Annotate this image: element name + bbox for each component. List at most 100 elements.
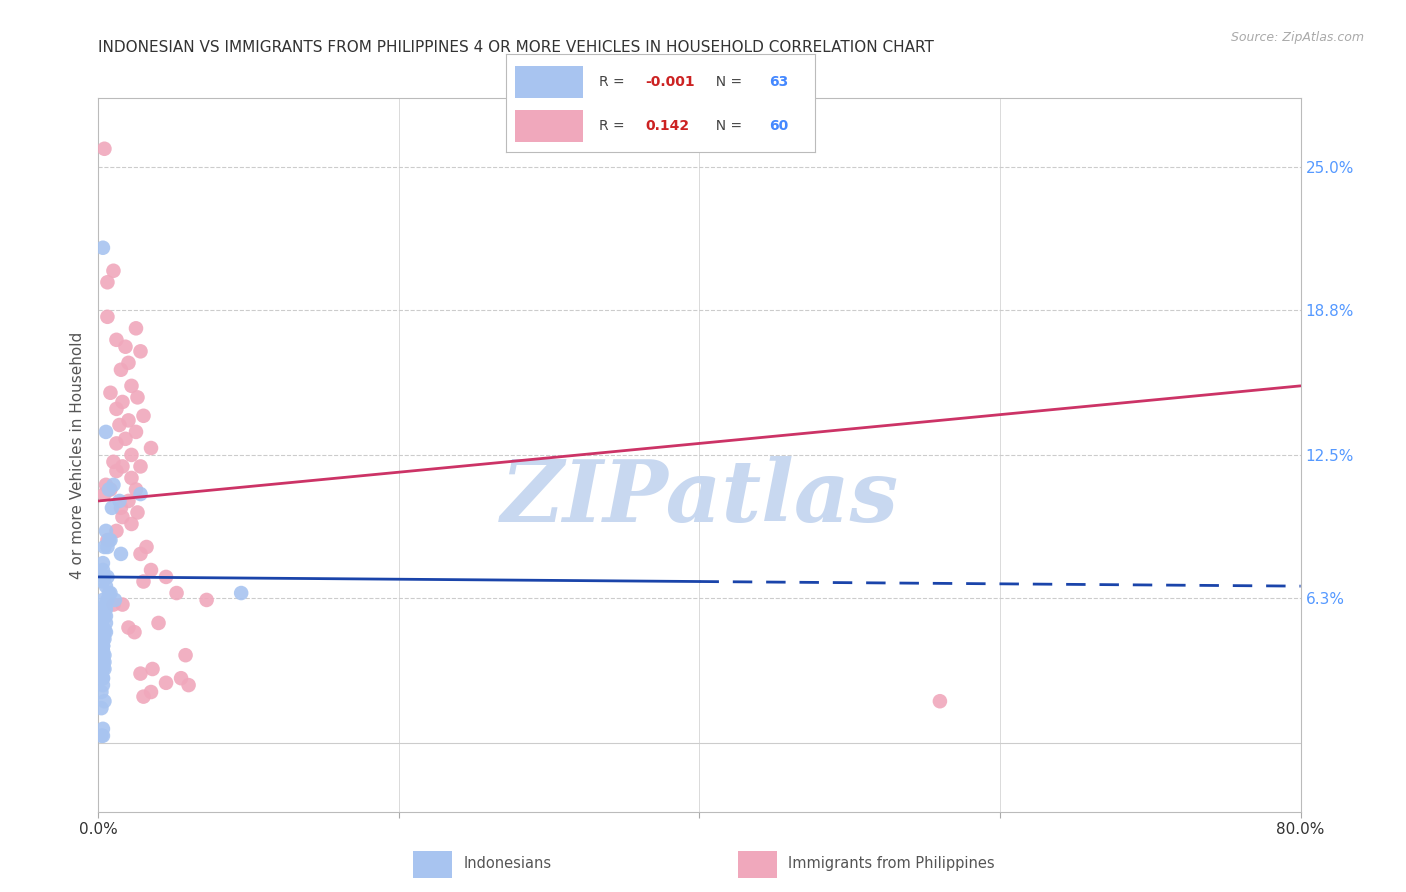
Text: Indonesians: Indonesians: [464, 855, 551, 871]
Point: [96, 540, 118, 554]
Point: [94, 615, 117, 630]
Point: [91, 639, 114, 653]
Point: [139, 685, 162, 699]
Point: [93, 487, 115, 501]
Point: [96, 593, 118, 607]
Point: [108, 494, 131, 508]
Point: [96, 533, 118, 547]
Point: [155, 675, 177, 690]
Point: [111, 510, 134, 524]
Bar: [516, 66, 583, 98]
Point: [114, 432, 136, 446]
Point: [155, 570, 177, 584]
Point: [195, 593, 218, 607]
Point: [91, 648, 114, 663]
Text: N =: N =: [707, 75, 747, 89]
Point: [90, 729, 112, 743]
Point: [114, 340, 136, 354]
Point: [90, 609, 112, 624]
Point: [129, 487, 152, 501]
Point: [103, 478, 125, 492]
Point: [121, 471, 143, 485]
Point: [129, 344, 152, 359]
Point: [90, 615, 112, 630]
Point: [117, 494, 139, 508]
Point: [91, 593, 114, 607]
Point: [132, 409, 155, 423]
Point: [135, 540, 157, 554]
Point: [148, 615, 170, 630]
Point: [96, 275, 118, 289]
Point: [231, 586, 253, 600]
Point: [124, 625, 146, 640]
Point: [929, 694, 952, 708]
Point: [177, 678, 200, 692]
Bar: [738, 851, 778, 878]
Point: [93, 694, 115, 708]
Point: [111, 459, 134, 474]
Point: [91, 639, 114, 653]
Text: INDONESIAN VS IMMIGRANTS FROM PHILIPPINES 4 OR MORE VEHICLES IN HOUSEHOLD CORREL: INDONESIAN VS IMMIGRANTS FROM PHILIPPINE…: [98, 40, 935, 55]
Point: [93, 570, 115, 584]
Point: [100, 385, 122, 400]
Point: [93, 625, 115, 640]
Point: [94, 478, 117, 492]
Point: [96, 310, 118, 324]
Point: [94, 579, 117, 593]
Point: [91, 639, 114, 653]
Point: [139, 441, 162, 455]
Point: [90, 685, 112, 699]
Point: [111, 395, 134, 409]
Point: [91, 639, 114, 653]
Text: Immigrants from Philippines: Immigrants from Philippines: [789, 855, 995, 871]
Bar: [413, 851, 453, 878]
Point: [94, 598, 117, 612]
Point: [103, 264, 125, 278]
Point: [91, 722, 114, 736]
Point: [91, 729, 114, 743]
Point: [91, 574, 114, 589]
Point: [125, 483, 148, 497]
Bar: [516, 111, 583, 142]
Point: [121, 448, 143, 462]
Point: [91, 602, 114, 616]
Point: [93, 540, 115, 554]
Point: [91, 662, 114, 676]
Point: [117, 356, 139, 370]
Point: [129, 666, 152, 681]
Point: [103, 455, 125, 469]
Point: [127, 390, 149, 404]
Point: [141, 662, 163, 676]
Point: [132, 690, 155, 704]
Point: [91, 621, 114, 635]
Point: [100, 533, 122, 547]
Point: [110, 547, 132, 561]
Point: [121, 379, 143, 393]
Point: [170, 671, 193, 685]
Point: [90, 662, 112, 676]
Text: N =: N =: [707, 120, 747, 133]
Point: [93, 142, 115, 156]
Point: [125, 321, 148, 335]
Point: [90, 627, 112, 641]
Point: [111, 598, 134, 612]
Text: R =: R =: [599, 120, 628, 133]
Point: [105, 401, 128, 416]
Point: [117, 413, 139, 427]
Point: [129, 547, 152, 561]
Point: [94, 609, 117, 624]
Point: [93, 655, 115, 669]
Point: [94, 425, 117, 439]
Point: [105, 436, 128, 450]
Point: [90, 567, 112, 582]
Text: 60: 60: [769, 120, 789, 133]
Point: [166, 586, 188, 600]
Point: [125, 425, 148, 439]
Point: [97, 586, 120, 600]
Point: [108, 417, 131, 432]
Point: [129, 459, 152, 474]
Text: 0.142: 0.142: [645, 120, 689, 133]
Point: [139, 563, 162, 577]
Text: Source: ZipAtlas.com: Source: ZipAtlas.com: [1230, 31, 1364, 45]
Point: [100, 483, 122, 497]
